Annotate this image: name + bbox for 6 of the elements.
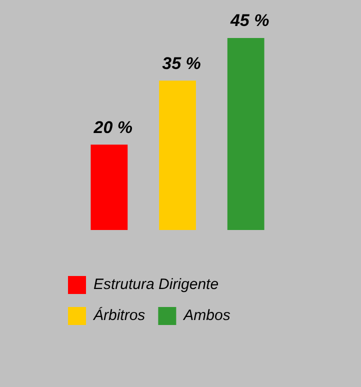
legend-label: Árbitros <box>92 306 146 324</box>
data-label: 35 % <box>162 54 201 73</box>
data-label: 20 % <box>92 118 133 137</box>
legend-label: Ambos <box>182 307 231 324</box>
legend-label: Estrutura Dirigente <box>94 276 219 294</box>
data-label: 45 % <box>229 11 270 30</box>
